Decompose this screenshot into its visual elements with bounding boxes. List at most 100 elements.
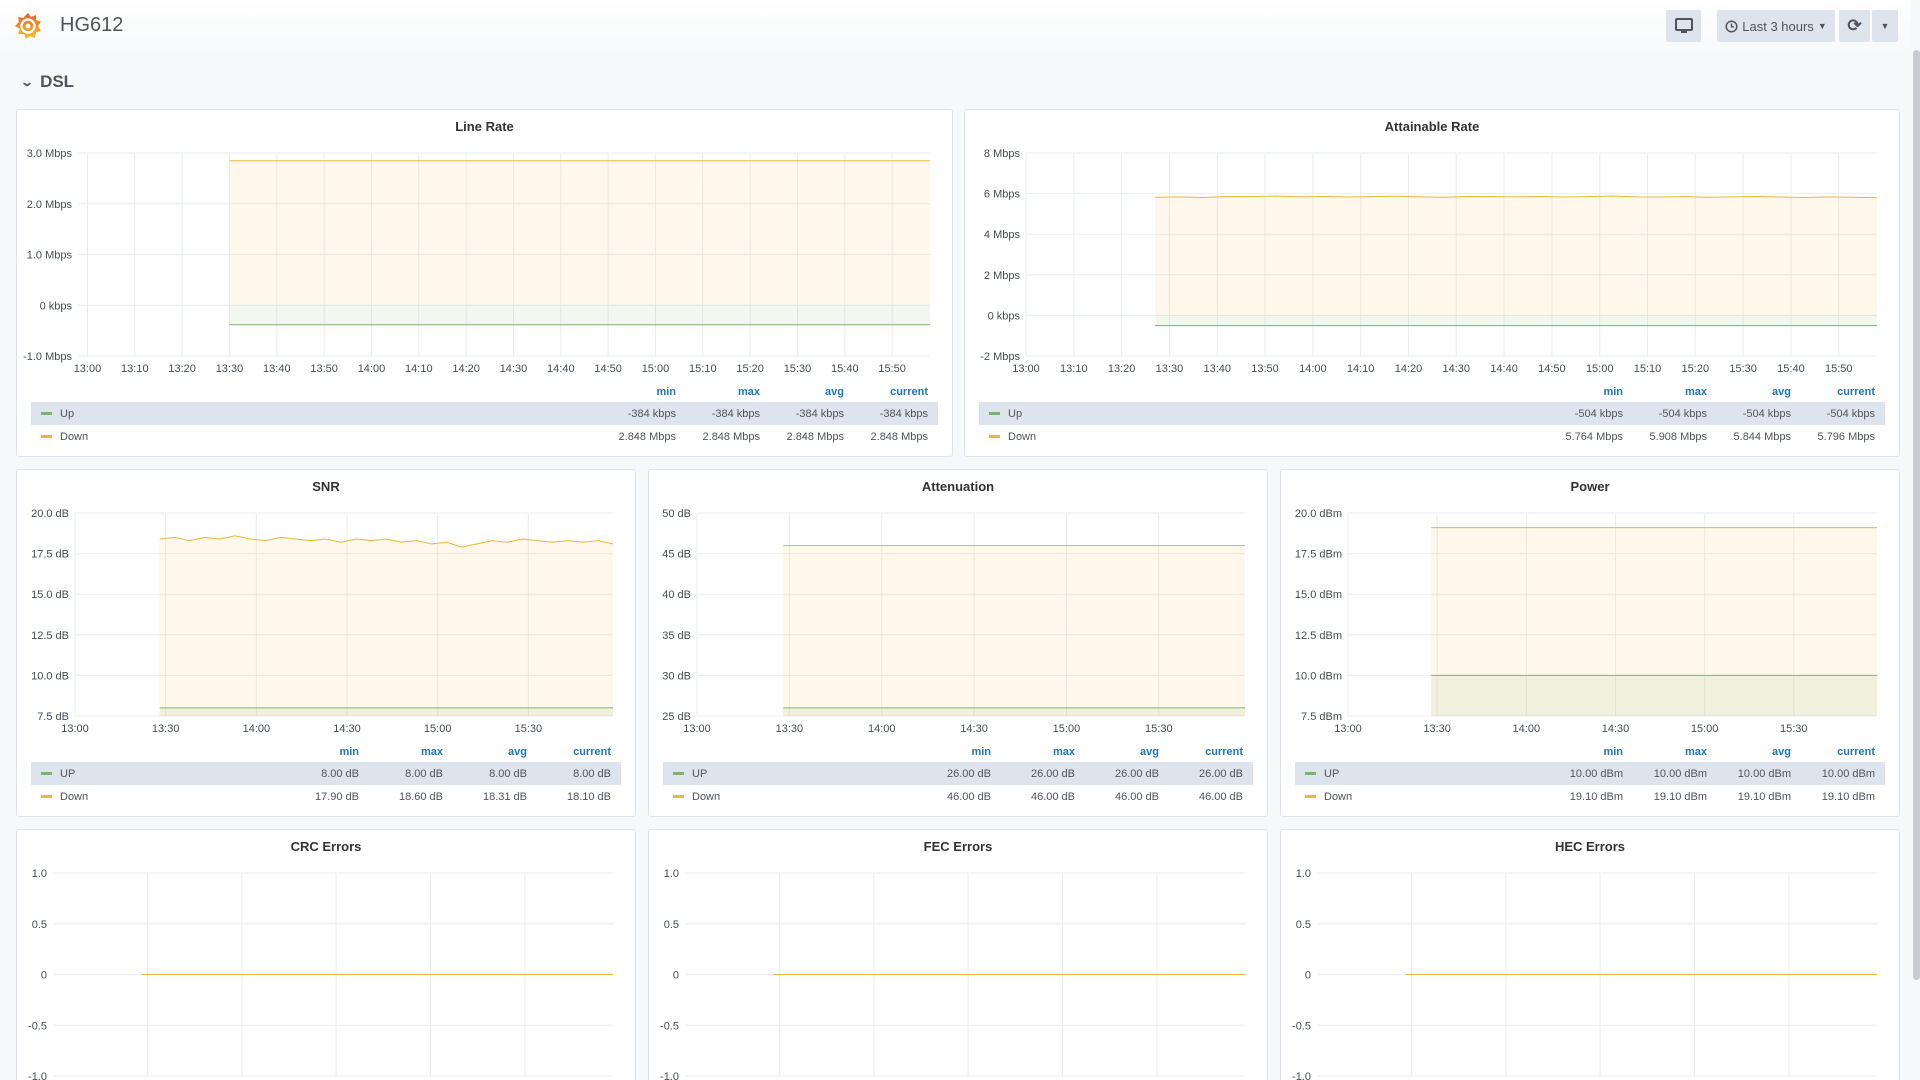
x-tick-label: 15:50 — [1825, 363, 1853, 375]
tv-mode-button[interactable] — [1666, 10, 1701, 42]
legend-value-current: 18.10 dB — [566, 790, 611, 803]
legend-row[interactable]: Up -504 kbps -504 kbps -504 kbps -504 kbps — [979, 402, 1885, 425]
panel-title[interactable]: HEC Errors — [1554, 839, 1626, 854]
legend-column-min[interactable]: min — [1603, 746, 1623, 758]
legend-value-min: 5.764 Mbps — [1565, 430, 1623, 443]
legend-column-max[interactable]: max — [1684, 386, 1707, 398]
legend-row[interactable]: Down 2.848 Mbps 2.848 Mbps 2.848 Mbps 2.848 … — [31, 425, 938, 448]
legend-row[interactable]: Down 46.00 dB 46.00 dB 46.00 dB 46.00 dB — [663, 785, 1253, 808]
series-color-swatch[interactable] — [1305, 795, 1316, 798]
x-tick-label: 15:10 — [1634, 363, 1662, 375]
legend-column-max[interactable]: max — [737, 386, 760, 398]
legend-row[interactable]: Down 19.10 dBm 19.10 dBm 19.10 dBm 19.10 dBm — [1295, 785, 1885, 808]
legend-column-avg[interactable]: avg — [1140, 746, 1159, 758]
legend-row[interactable]: UP 26.00 dB 26.00 dB 26.00 dB 26.00 dB — [663, 762, 1253, 785]
series-color-swatch[interactable] — [41, 772, 52, 775]
series-color-swatch[interactable] — [41, 795, 52, 798]
y-tick-label: -1.0 Mbps — [23, 351, 72, 363]
legend-row[interactable]: Up -384 kbps -384 kbps -384 kbps -384 kbps — [31, 402, 938, 425]
legend-value-max: 18.60 dB — [398, 790, 443, 803]
legend-series[interactable]: Up — [31, 408, 592, 420]
legend-column-avg[interactable]: avg — [1772, 746, 1791, 758]
time-picker-button[interactable]: Last 3 hours ▼ — [1717, 10, 1835, 42]
legend-series[interactable]: UP — [31, 768, 275, 780]
legend-series[interactable]: Down — [663, 791, 907, 803]
legend-series[interactable]: Down — [31, 431, 592, 443]
series-color-swatch[interactable] — [1305, 772, 1316, 775]
row-dsl-toggle[interactable]: ⌄ DSL — [19, 72, 74, 92]
refresh-button[interactable]: ⟳ — [1839, 10, 1870, 42]
legend-column-avg[interactable]: avg — [508, 746, 527, 758]
legend-column-max[interactable]: max — [1052, 746, 1075, 758]
series-color-swatch[interactable] — [673, 795, 684, 798]
x-tick-label: 14:30 — [500, 363, 528, 375]
panel-title[interactable]: Attainable Rate — [1384, 119, 1480, 134]
legend-column-min[interactable]: min — [1603, 386, 1623, 398]
series-color-swatch[interactable] — [673, 772, 684, 775]
refresh-interval-dropdown[interactable]: ▼ — [1872, 10, 1898, 42]
legend-column-max[interactable]: max — [1684, 746, 1707, 758]
legend-column-max[interactable]: max — [420, 746, 443, 758]
x-tick-label: 14:20 — [452, 363, 480, 375]
legend-row[interactable]: Down 5.764 Mbps 5.908 Mbps 5.844 Mbps 5.796 … — [979, 425, 1885, 448]
x-tick-label: 13:20 — [1108, 363, 1136, 375]
series-color-swatch[interactable] — [41, 412, 52, 415]
legend-column-current[interactable]: current — [573, 746, 611, 758]
y-tick-label: -1.0 — [1292, 1071, 1311, 1080]
legend-row[interactable]: Down 17.90 dB 18.60 dB 18.31 dB 18.10 dB — [31, 785, 621, 808]
x-tick-label: 14:50 — [594, 363, 622, 375]
x-tick-label: 15:20 — [736, 363, 764, 375]
legend-series[interactable]: UP — [1295, 768, 1539, 780]
series-fill-down — [159, 535, 613, 716]
legend-column-min[interactable]: min — [656, 386, 676, 398]
series-color-swatch[interactable] — [989, 435, 1000, 438]
series-color-swatch[interactable] — [41, 435, 52, 438]
panel-title[interactable]: CRC Errors — [290, 839, 362, 854]
legend-value-current: 19.10 dBm — [1821, 790, 1875, 803]
y-tick-label: 1.0 — [32, 868, 47, 880]
series-line-down — [1155, 195, 1878, 199]
series-name: Down — [1008, 430, 1037, 443]
legend-column-current[interactable]: current — [1205, 746, 1243, 758]
legend-row[interactable]: UP 8.00 dB 8.00 dB 8.00 dB 8.00 dB — [31, 762, 621, 785]
panel-title[interactable]: Power — [1570, 479, 1610, 494]
page-scrollbar[interactable] — [1913, 50, 1920, 980]
series-color-swatch[interactable] — [989, 412, 1000, 415]
y-tick-label: 0 kbps — [988, 310, 1021, 322]
series-fill-up — [1431, 675, 1877, 716]
x-tick-label: 14:00 — [868, 723, 896, 735]
legend-column-current[interactable]: current — [1837, 386, 1875, 398]
legend-series[interactable]: Down — [1295, 791, 1539, 803]
series-name: Down — [60, 790, 89, 803]
chart-plot: 20.0 dB 17.5 dB 15.0 dB 12.5 dB 10.0 dB 7.5 d… — [31, 508, 614, 735]
x-tick-label: 14:40 — [547, 363, 575, 375]
panel-fec-errors: FEC Errors 1.0 0.5 0 -0.5 -1.0 — [648, 829, 1268, 1080]
legend-value-current: -384 kbps — [879, 407, 928, 420]
dashboard-title[interactable]: HG612 — [60, 14, 124, 36]
panel-title[interactable]: FEC Errors — [923, 839, 993, 854]
grafana-logo[interactable] — [13, 11, 43, 41]
legend-row[interactable]: UP 10.00 dBm 10.00 dBm 10.00 dBm 10.00 dBm — [1295, 762, 1885, 785]
legend-table: min max avg current UP 8.00 dB 8.00 dB 8.00 dB 8… — [31, 742, 621, 808]
legend-column-min[interactable]: min — [339, 746, 359, 758]
panel-title[interactable]: Line Rate — [455, 119, 514, 134]
legend-series[interactable]: Down — [979, 431, 1539, 443]
legend-series[interactable]: Up — [979, 408, 1539, 420]
legend-column-avg[interactable]: avg — [825, 386, 844, 398]
legend-value-current: 46.00 dB — [1198, 790, 1243, 803]
chart-plot: 1.0 0.5 0 -0.5 -1.0 — [28, 868, 613, 1080]
y-tick-label: 17.5 dBm — [1295, 549, 1342, 561]
panel-title[interactable]: SNR — [312, 479, 340, 494]
legend-series[interactable]: Down — [31, 791, 275, 803]
chevron-down-icon: ⌄ — [19, 75, 35, 89]
x-tick-label: 15:40 — [1777, 363, 1805, 375]
legend-column-current[interactable]: current — [890, 386, 928, 398]
legend-series[interactable]: UP — [663, 768, 907, 780]
panel-title[interactable]: Attenuation — [921, 479, 995, 494]
legend-column-min[interactable]: min — [971, 746, 991, 758]
legend-column-avg[interactable]: avg — [1772, 386, 1791, 398]
legend-header: min max avg current — [663, 742, 1253, 762]
legend-column-current[interactable]: current — [1837, 746, 1875, 758]
y-tick-label: 40 dB — [662, 589, 691, 601]
